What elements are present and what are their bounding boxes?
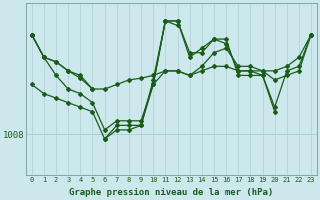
X-axis label: Graphe pression niveau de la mer (hPa): Graphe pression niveau de la mer (hPa) bbox=[69, 188, 274, 197]
